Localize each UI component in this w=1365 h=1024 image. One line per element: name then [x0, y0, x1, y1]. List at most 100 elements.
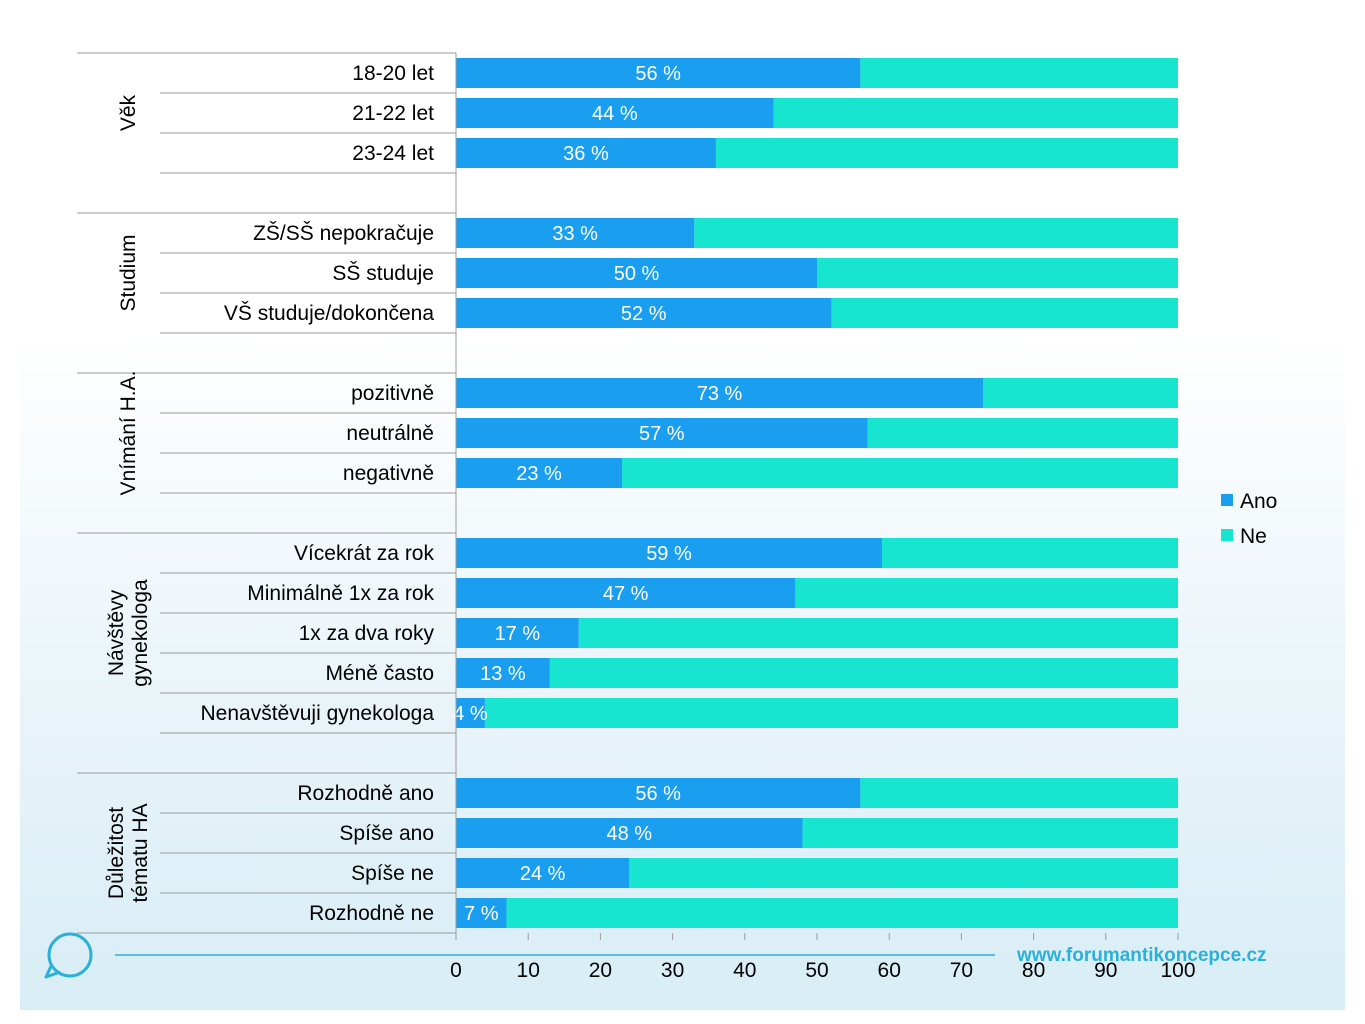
value-label: 44 %: [592, 103, 638, 125]
bar-ano: [456, 458, 623, 488]
bar-ne: [795, 578, 1178, 608]
value-label: 47 %: [603, 583, 649, 605]
group-label: Studium: [117, 234, 140, 311]
category-label: 1x za dva roky: [299, 622, 435, 645]
category-label: pozitivně: [351, 382, 434, 405]
category-label: SŠ studuje: [332, 262, 434, 285]
group-label: Vnímání H.A.: [117, 371, 140, 496]
value-label: 23 %: [516, 463, 562, 485]
value-label: 17 %: [495, 623, 541, 645]
bar-ne: [578, 618, 1178, 648]
group-label: Důležitosttématu HA: [105, 803, 152, 902]
bar-ne: [694, 218, 1178, 248]
group-label: Věk: [117, 94, 140, 131]
value-label: 36 %: [563, 143, 609, 165]
bars: [456, 58, 1178, 928]
category-label: Spíše ne: [351, 862, 434, 885]
category-label: 23-24 let: [352, 142, 434, 165]
value-label: 52 %: [621, 303, 667, 325]
category-label: 21-22 let: [352, 102, 434, 125]
bar-ne: [629, 858, 1178, 888]
bar-ne: [831, 298, 1178, 328]
bar-ano: [456, 578, 796, 608]
legend-label-ano: Ano: [1240, 490, 1277, 513]
value-label: 24 %: [520, 863, 566, 885]
bar-ano: [456, 658, 550, 688]
category-label: Vícekrát za rok: [294, 542, 435, 565]
x-tick-label: 0: [450, 959, 462, 982]
bar-ano: [456, 378, 984, 408]
value-label: 56 %: [635, 63, 681, 85]
bar-ano: [456, 778, 861, 808]
category-labels: 18-20 let 21-22 let 23-24 let ZŠ/SŠ nepokra…: [201, 62, 435, 925]
bar-ne: [860, 58, 1178, 88]
legend-label-ne: Ne: [1240, 525, 1267, 548]
category-label: Minimálně 1x za rok: [247, 582, 434, 605]
bar-ano: [456, 218, 695, 248]
value-label: 50 %: [614, 263, 660, 285]
bar-ne: [715, 138, 1178, 168]
bar-ne: [506, 898, 1178, 928]
value-label: 56 %: [635, 783, 681, 805]
category-label: Spíše ano: [339, 822, 434, 845]
value-label: 13 %: [480, 663, 526, 685]
x-axis: 0 10 20 30 40 50 60 70 80 90 100: [450, 53, 1196, 982]
category-label: Rozhodně ano: [297, 782, 434, 805]
category-label: Nenavštěvuji gynekologa: [201, 702, 435, 725]
bar-ne: [817, 258, 1178, 288]
value-labels: 56 % 44 % 36 % 33 % 50 % 52 % 73 % 57 % 23 % 59 %…: [453, 63, 742, 925]
bar-ano: [456, 58, 861, 88]
x-tick-label: 100: [1160, 959, 1195, 982]
category-label: Rozhodně ne: [309, 902, 434, 925]
speech-bubble-icon: [44, 932, 93, 979]
x-tick-label: 90: [1094, 959, 1117, 982]
value-label: 73 %: [697, 383, 743, 405]
bar-ano: [456, 818, 803, 848]
value-label: 4 %: [453, 703, 488, 725]
bar-ne: [983, 378, 1178, 408]
bar-ne: [549, 658, 1178, 688]
bar-ano: [456, 418, 868, 448]
bar-ne: [773, 98, 1178, 128]
bar-ano: [456, 538, 882, 568]
value-label: 59 %: [646, 543, 692, 565]
value-label: 7 %: [464, 903, 499, 925]
bar-ne: [881, 538, 1178, 568]
bar-ano: [456, 258, 817, 288]
bar-ano: [456, 898, 507, 928]
category-label: VŠ studuje/dokončena: [224, 302, 434, 325]
x-tick-label: 30: [661, 959, 684, 982]
bar-ne: [867, 418, 1178, 448]
legend-swatch-ano: [1221, 494, 1233, 506]
bar-ano: [456, 858, 630, 888]
bar-ano: [456, 138, 716, 168]
group-label: Návštěvygynekologa: [105, 579, 152, 687]
category-label: neutrálně: [346, 422, 434, 445]
website-url[interactable]: www.forumantikoncepce.cz: [1016, 945, 1267, 966]
value-label: 57 %: [639, 423, 685, 445]
bar-ne: [860, 778, 1178, 808]
legend-swatch-ne: [1221, 529, 1233, 541]
category-label: 18-20 let: [352, 62, 434, 85]
group-labels: Věk Studium Vnímání H.A. Návštěvygynekologa…: [105, 94, 152, 902]
bar-ne: [622, 458, 1178, 488]
x-tick-label: 60: [878, 959, 901, 982]
category-label: ZŠ/SŠ nepokračuje: [253, 222, 434, 245]
bar-ano: [456, 298, 832, 328]
bar-ano: [456, 618, 579, 648]
bar-ano: [456, 98, 774, 128]
bar-ne: [802, 818, 1178, 848]
bar-ne: [484, 698, 1178, 728]
bar-ano: [456, 698, 485, 728]
grid-lines: [77, 52, 456, 934]
category-label: Méně často: [325, 662, 434, 685]
category-label: negativně: [343, 462, 434, 485]
value-label: 33 %: [552, 223, 598, 245]
legend: Ano Ne: [1221, 490, 1277, 548]
x-tick-label: 50: [805, 959, 828, 982]
value-label: 48 %: [606, 823, 652, 845]
footer: www.forumantikoncepce.cz: [44, 932, 1267, 979]
x-tick-label: 80: [1022, 959, 1045, 982]
x-tick-label: 40: [733, 959, 756, 982]
